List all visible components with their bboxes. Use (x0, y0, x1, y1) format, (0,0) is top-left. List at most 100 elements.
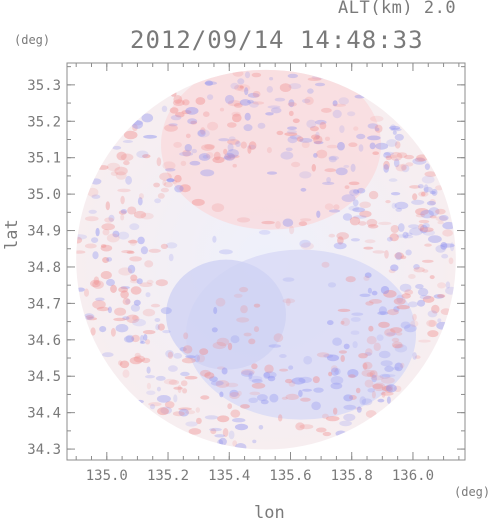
speckle-cell (343, 394, 354, 402)
speckle-cell (168, 379, 180, 386)
speckle-cell (263, 372, 271, 379)
speckle-cell (316, 149, 328, 159)
speckle-cell (437, 318, 442, 323)
speckle-cell (383, 290, 397, 298)
speckle-cell (248, 372, 253, 380)
speckle-cell (146, 366, 151, 374)
speckle-cell (394, 344, 408, 353)
speckle-cell (392, 366, 400, 371)
speckle-cell (328, 209, 341, 213)
speckle-cell (417, 288, 429, 297)
speckle-cell (273, 333, 284, 343)
speckle-cell (429, 275, 435, 280)
speckle-cell (409, 185, 421, 189)
speckle-cell (307, 77, 322, 81)
speckle-cell (117, 188, 131, 193)
speckle-cell (429, 190, 436, 195)
speckle-cell (235, 443, 247, 450)
speckle-cell (102, 229, 110, 236)
speckle-cell (196, 354, 205, 363)
speckle-cell (204, 372, 215, 379)
y-tick-label: 34.9 (27, 224, 61, 240)
speckle-cell (216, 337, 230, 347)
speckle-cell (247, 92, 260, 98)
speckle-cell (248, 375, 263, 382)
speckle-cell (217, 439, 224, 447)
speckle-cell (323, 353, 334, 358)
speckle-cell (197, 129, 206, 137)
speckle-cell (413, 267, 425, 273)
speckle-cell (424, 243, 432, 247)
speckle-cell (391, 202, 397, 209)
speckle-cell (243, 332, 252, 337)
speckle-cell (300, 397, 311, 402)
speckle-cell (110, 327, 116, 337)
speckle-cell (125, 334, 135, 343)
speckle-cell (157, 407, 169, 416)
speckle-cell (157, 323, 165, 331)
speckle-cell (184, 375, 198, 380)
speckle-cell (182, 149, 192, 157)
speckle-cell (326, 354, 340, 362)
speckle-cell (340, 355, 345, 362)
speckle-cell (422, 222, 430, 229)
speckle-cell (117, 231, 130, 240)
speckle-cell (187, 118, 198, 125)
speckle-cell (288, 99, 295, 108)
speckle-cell (374, 127, 380, 132)
speckle-cell (191, 148, 197, 154)
speckle-cell (321, 107, 332, 113)
speckle-cell (390, 264, 399, 272)
x-tick-label: 135.6 (269, 468, 311, 484)
speckle-cell (400, 362, 405, 369)
speckle-cell (161, 105, 168, 113)
speckle-cell (173, 386, 183, 390)
speckle-cell (372, 250, 385, 254)
speckle-cell (332, 103, 346, 107)
speckle-cell (218, 138, 230, 142)
speckle-cell (325, 416, 340, 422)
speckle-cell (364, 239, 376, 244)
speckle-cell (344, 185, 350, 190)
speckle-cell (84, 288, 89, 297)
speckle-cell (91, 194, 101, 199)
speckle-cell (312, 376, 320, 384)
speckle-cell (120, 214, 125, 221)
speckle-cell (416, 154, 429, 162)
speckle-cell (304, 96, 314, 106)
speckle-cell (298, 221, 308, 227)
speckle-cell (204, 415, 219, 420)
speckle-cell (207, 121, 219, 131)
speckle-cell (328, 155, 340, 161)
speckle-cell (380, 360, 393, 367)
speckle-cell (172, 179, 178, 184)
speckle-cell (268, 344, 281, 348)
speckle-cell (359, 396, 367, 406)
speckle-cell (129, 279, 140, 284)
speckle-cell (330, 382, 343, 390)
speckle-cell (377, 398, 385, 403)
speckle-cell (112, 230, 120, 238)
speckle-cell (122, 316, 130, 320)
speckle-cell (156, 386, 161, 392)
speckle-cell (394, 133, 404, 141)
speckle-cell (141, 113, 154, 123)
speckle-cell (422, 295, 435, 303)
speckle-cell (226, 149, 239, 158)
speckle-cell (170, 115, 182, 121)
speckle-cell (136, 399, 144, 404)
speckle-cell (201, 144, 215, 151)
speckle-cell (210, 380, 224, 386)
speckle-cell (157, 193, 165, 199)
speckle-cell (119, 360, 130, 369)
speckle-cell (164, 168, 176, 172)
speckle-cell (362, 361, 373, 370)
speckle-cell (422, 229, 435, 236)
speckle-cell (401, 293, 411, 299)
speckle-cell (127, 264, 136, 274)
speckle-cell (263, 371, 277, 379)
speckle-cell (197, 129, 210, 138)
speckle-cell (373, 342, 381, 351)
speckle-cell (322, 413, 329, 419)
speckle-cell (361, 369, 375, 377)
